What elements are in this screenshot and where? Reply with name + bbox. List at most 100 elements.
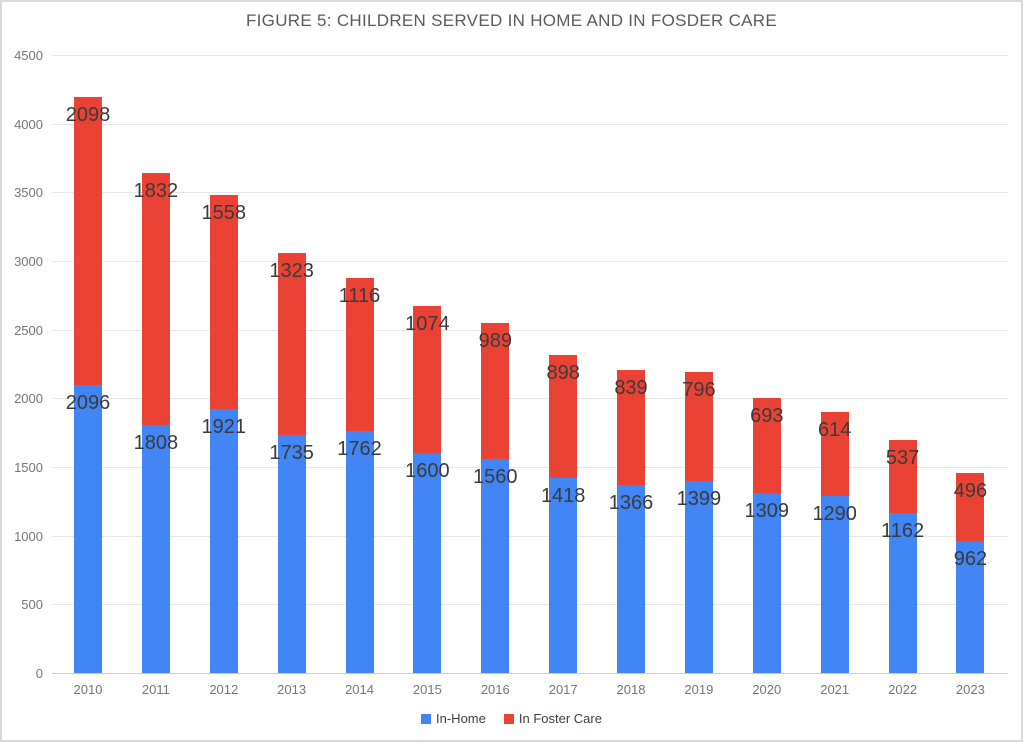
data-label-in-home-2010: 2096 <box>65 392 111 415</box>
data-label-in-home-2012: 1921 <box>201 416 247 439</box>
y-axis-tick-label: 1000 <box>14 529 43 544</box>
data-label-foster-2020: 693 <box>750 405 784 428</box>
y-axis-tick-label: 3500 <box>14 185 43 200</box>
data-label-foster-2012: 1558 <box>201 202 247 225</box>
bar-segment-in-home-2010 <box>74 385 102 673</box>
data-label-foster-2015: 1074 <box>405 312 450 335</box>
data-label-in-home-2013: 1735 <box>269 441 314 464</box>
data-label-foster-2019: 796 <box>682 378 716 401</box>
bar-segment-foster-2023 <box>956 472 985 541</box>
data-label-in-home-2017: 1418 <box>540 485 586 508</box>
data-label-in-home-2021: 1290 <box>812 502 857 525</box>
chart-title: FIGURE 5: CHILDREN SERVED IN HOME AND IN… <box>245 11 778 30</box>
data-label-foster-2018: 839 <box>614 377 648 400</box>
data-label-foster-2013: 1323 <box>269 260 314 282</box>
bar-segment-in-home-2011 <box>141 424 170 673</box>
legend-swatch-in-foster-care-icon <box>503 713 514 724</box>
bar-segment-foster-2012 <box>209 195 238 410</box>
x-axis-label-2018: 2018 <box>616 682 646 697</box>
bar-segment-in-home-2019 <box>684 480 713 673</box>
x-axis-label-2023: 2023 <box>955 682 985 697</box>
bar-segment-foster-2019 <box>684 371 713 481</box>
legend: In-Home In Foster Care <box>0 711 1023 726</box>
x-axis-label-2020: 2020 <box>752 682 782 697</box>
x-axis-label-2011: 2011 <box>141 682 170 697</box>
data-label-foster-2021: 614 <box>818 418 852 441</box>
data-label-foster-2016: 989 <box>478 329 512 352</box>
bar-segment-foster-2022 <box>888 439 917 514</box>
x-axis-label-2012: 2012 <box>209 682 239 697</box>
legend-entry-in-foster-care: In Foster Care <box>503 711 602 726</box>
x-axis-label-2021: 2021 <box>820 682 850 697</box>
data-label-in-home-2022: 1162 <box>881 520 925 543</box>
bar-segment-foster-2021 <box>820 411 849 496</box>
bar-segment-in-home-2020 <box>752 493 781 673</box>
y-axis-tick-label: 500 <box>21 597 43 612</box>
data-label-in-home-2018: 1366 <box>608 492 654 515</box>
x-axis-label-2015: 2015 <box>412 682 442 697</box>
bar-segment-foster-2015 <box>413 305 442 454</box>
bar-segment-in-home-2014 <box>345 431 374 673</box>
data-label-in-home-2019: 1399 <box>676 487 722 510</box>
data-label-foster-2023: 496 <box>953 479 988 502</box>
x-axis-label-2010: 2010 <box>73 682 103 697</box>
x-axis-label-2016: 2016 <box>480 682 510 697</box>
x-axis-label-2014: 2014 <box>345 682 374 697</box>
gridline <box>52 330 1008 331</box>
x-axis-label-2017: 2017 <box>548 682 578 697</box>
bar-segment-in-home-2023 <box>956 540 985 673</box>
y-axis-tick-label: 4000 <box>14 117 43 132</box>
data-label-foster-2010: 2098 <box>65 104 111 126</box>
bar-segment-in-home-2015 <box>413 453 442 673</box>
gridline <box>52 604 1008 605</box>
bar-segment-in-home-2013 <box>277 434 306 673</box>
y-axis-tick-label: 2500 <box>14 323 43 338</box>
gridline <box>52 192 1008 193</box>
bar-segment-foster-2013 <box>277 253 306 435</box>
gridline <box>52 398 1008 399</box>
legend-label-in-foster-care: In Foster Care <box>518 711 602 726</box>
data-label-in-home-2016: 1560 <box>473 465 518 488</box>
legend-swatch-in-home-icon <box>421 713 432 724</box>
gridline <box>52 261 1008 262</box>
bar-segment-foster-2018 <box>617 370 645 486</box>
data-label-in-home-2020: 1309 <box>744 500 790 523</box>
data-label-foster-2011: 1832 <box>133 180 179 203</box>
y-axis-tick-label: 0 <box>35 666 43 681</box>
y-axis-tick-label: 2000 <box>14 391 43 406</box>
x-axis-baseline <box>52 673 1008 674</box>
bar-segment-in-home-2018 <box>617 485 645 673</box>
bar-segment-in-home-2022 <box>888 513 917 673</box>
bar-segment-foster-2017 <box>549 354 578 479</box>
gridline <box>52 467 1008 468</box>
y-axis-tick-label: 1500 <box>14 460 43 475</box>
gridline <box>52 536 1008 537</box>
bar-segment-in-home-2021 <box>820 495 849 673</box>
y-axis-tick-label: 4500 <box>14 48 43 63</box>
bar-segment-foster-2014 <box>345 277 374 432</box>
bar-segment-in-home-2017 <box>549 478 578 673</box>
bar-segment-foster-2011 <box>141 173 170 425</box>
bar-segment-in-home-2016 <box>481 458 510 673</box>
gridline <box>52 124 1008 125</box>
data-label-foster-2017: 898 <box>546 361 580 384</box>
bar-segment-foster-2016 <box>481 322 510 459</box>
data-label-in-home-2011: 1808 <box>133 431 179 454</box>
x-axis-label-2013: 2013 <box>277 682 307 697</box>
gridline <box>52 55 1008 56</box>
bar-segment-in-home-2012 <box>209 409 238 673</box>
x-axis-label-2022: 2022 <box>888 682 918 697</box>
legend-entry-in-home: In-Home <box>421 711 486 726</box>
data-label-in-home-2015: 1600 <box>405 460 450 483</box>
bar-segment-foster-2020 <box>752 398 781 494</box>
data-label-in-home-2014: 1762 <box>337 438 382 460</box>
legend-label-in-home: In-Home <box>436 711 486 726</box>
y-axis-tick-label: 3000 <box>14 254 43 269</box>
data-label-in-home-2023: 962 <box>953 547 988 570</box>
x-axis-label-2019: 2019 <box>684 682 714 697</box>
data-label-foster-2022: 537 <box>885 446 920 469</box>
bar-segment-foster-2010 <box>74 97 102 386</box>
data-label-foster-2014: 1116 <box>338 284 381 307</box>
